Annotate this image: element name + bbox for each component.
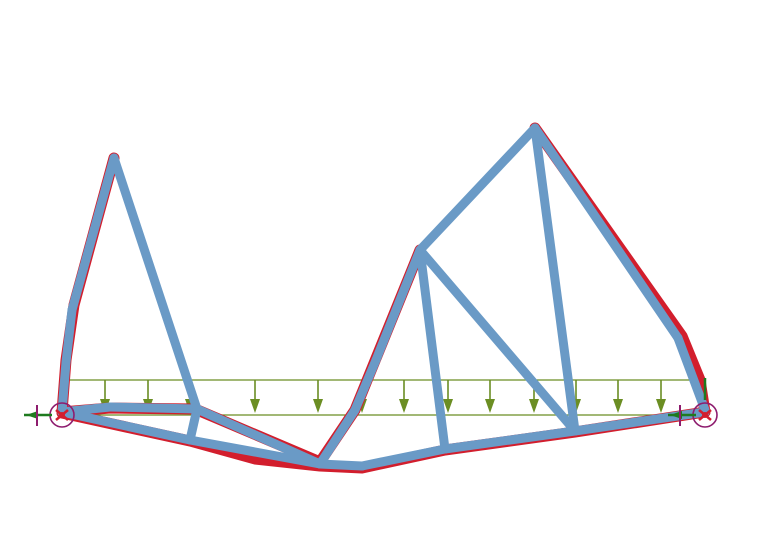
member <box>315 459 367 471</box>
reaction-arrowhead <box>26 411 38 419</box>
member <box>415 123 540 255</box>
member <box>185 435 325 469</box>
member <box>530 123 683 343</box>
member <box>185 404 202 445</box>
member <box>357 444 450 471</box>
member <box>57 407 195 445</box>
member <box>415 245 450 454</box>
load-arrowhead <box>443 399 453 413</box>
load-arrowhead <box>313 399 323 413</box>
member <box>67 153 119 315</box>
member <box>440 426 580 454</box>
member <box>192 404 325 469</box>
load-arrowhead <box>613 399 623 413</box>
member <box>109 153 202 414</box>
load-arrowhead <box>529 399 539 413</box>
right-support <box>668 378 718 428</box>
truss-members <box>57 123 710 471</box>
member <box>530 123 580 436</box>
left-support <box>24 402 75 428</box>
member <box>673 333 710 415</box>
load-arrowhead <box>250 399 260 413</box>
member <box>315 405 360 469</box>
member <box>57 357 71 417</box>
member <box>415 245 580 436</box>
member <box>371 245 425 365</box>
member <box>105 402 202 414</box>
support-cross <box>55 409 69 421</box>
load-arrowhead <box>656 399 666 413</box>
member <box>350 355 381 415</box>
load-arrowhead <box>485 399 495 413</box>
member <box>61 305 77 367</box>
load-arrowhead <box>399 399 409 413</box>
support-cross <box>698 409 712 421</box>
